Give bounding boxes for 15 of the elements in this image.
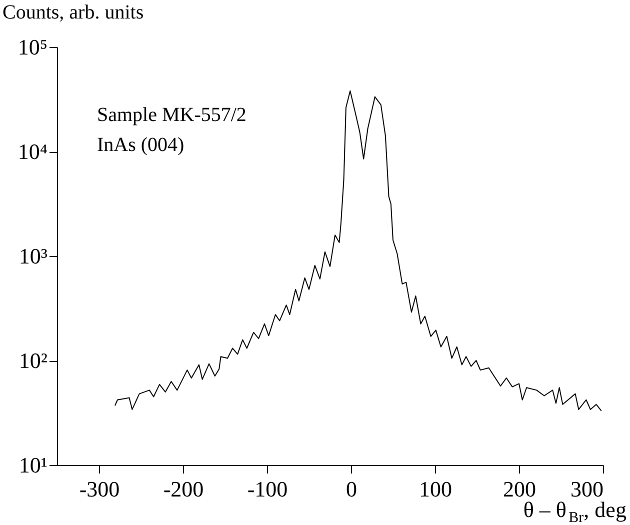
x-tick-label: 300 bbox=[570, 476, 604, 502]
annotation: Sample MK-557/2 bbox=[97, 104, 246, 126]
y-tick-label: 10⁵ bbox=[18, 34, 48, 60]
x-tick-label: 200 bbox=[503, 476, 536, 502]
x-tick-label: -300 bbox=[79, 476, 120, 502]
y-tick-label: 10³ bbox=[18, 244, 48, 268]
x-tick-label: -100 bbox=[247, 476, 288, 502]
x-tick-label: 0 bbox=[346, 476, 357, 502]
y-tick-label: 10⁴ bbox=[18, 139, 48, 164]
x-tick-label: -200 bbox=[163, 476, 204, 502]
y-axis-title: Counts, arb. units bbox=[2, 2, 144, 24]
annotation: InAs (004) bbox=[97, 134, 184, 156]
y-tick-label: 10¹ bbox=[18, 452, 48, 478]
x-tick-label: 100 bbox=[419, 476, 452, 502]
y-tick-label: 10² bbox=[18, 348, 48, 373]
